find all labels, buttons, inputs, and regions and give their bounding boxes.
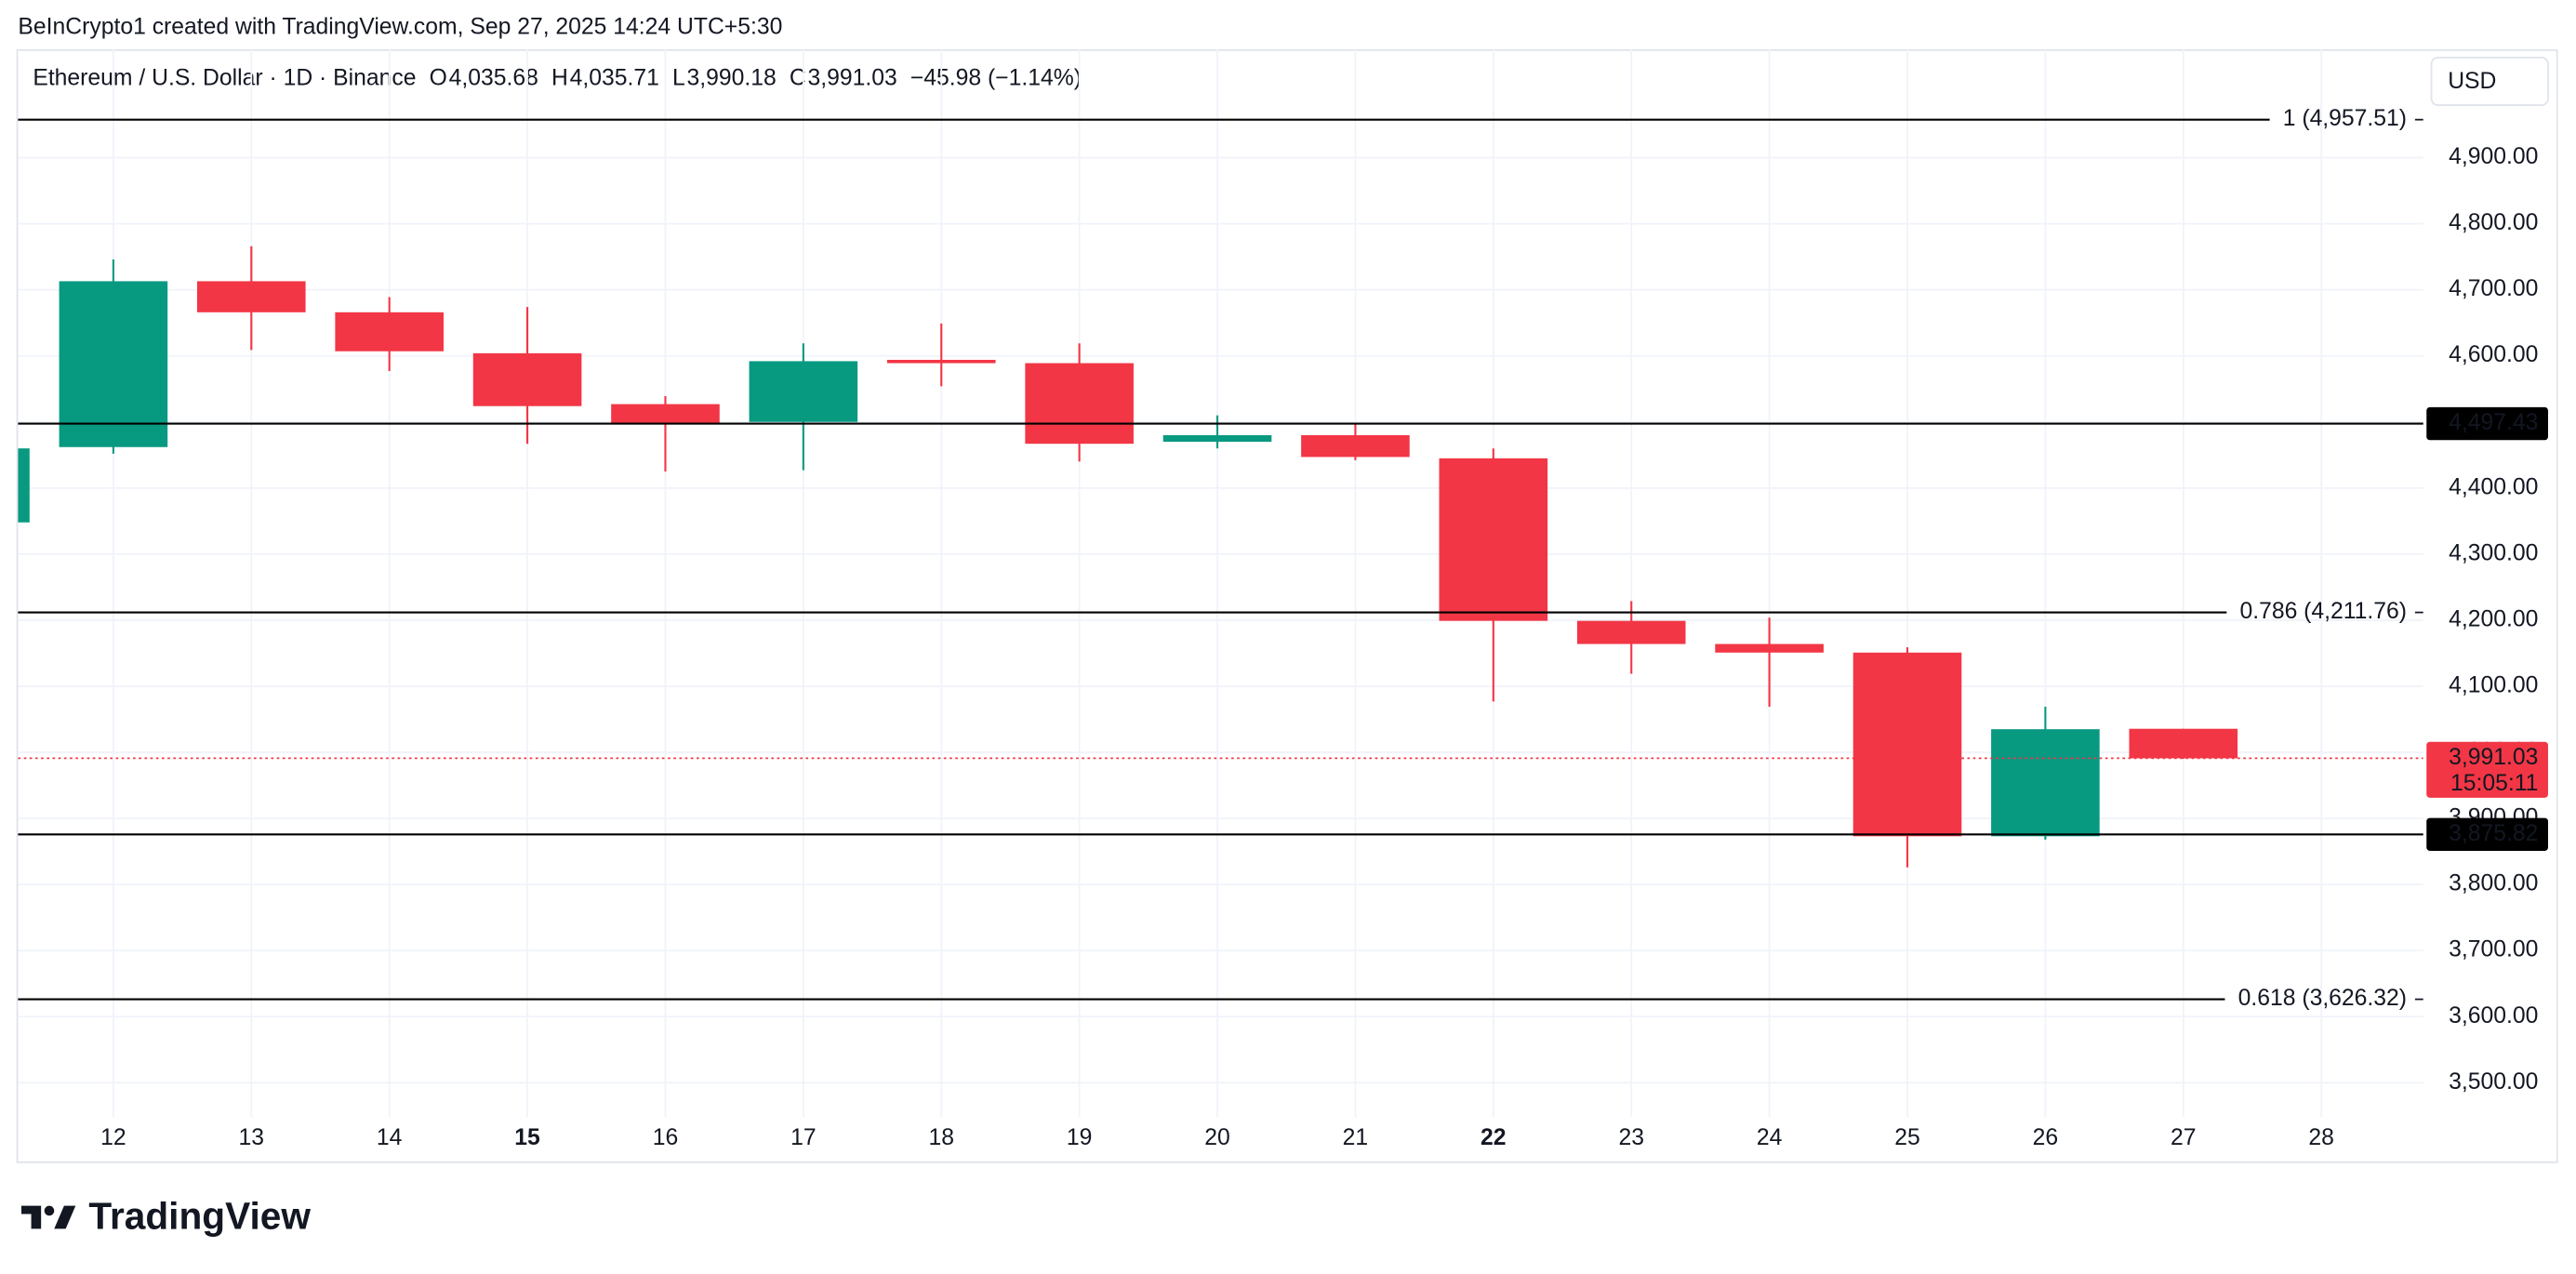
x-tick-label: 12 <box>100 1125 126 1150</box>
legend: Ethereum / U.S. Dollar · 1D · Binance O 4,… <box>33 65 1082 90</box>
x-tick-label: 14 <box>377 1125 403 1150</box>
y-tick-label: 4,600.00 <box>2449 342 2538 367</box>
ohlc-key: O <box>430 65 447 90</box>
candle-body <box>611 404 720 424</box>
level-label: 1 (4,957.51) <box>2283 106 2407 131</box>
level-label: 0.618 (3,626.32) <box>2238 986 2407 1011</box>
candle-body <box>1852 652 1962 837</box>
candle-body <box>196 281 306 312</box>
countdown: 15:05:11 <box>2450 771 2538 796</box>
candle-body <box>1162 434 1272 443</box>
currency[interactable]: USD <box>2448 69 2496 94</box>
y-tick-label: 4,100.00 <box>2449 673 2538 698</box>
level-box-label: 3,875.82 <box>2449 821 2538 846</box>
ohlc-key: C <box>790 65 806 90</box>
candle-body <box>335 312 444 352</box>
level-box-label: 4,497.43 <box>2449 410 2538 435</box>
x-tick-label: 15 <box>514 1125 540 1150</box>
brand: TradingView <box>88 1195 311 1238</box>
current-price-label: 3,991.03 <box>2449 745 2538 770</box>
x-tick-label: 19 <box>1067 1125 1093 1150</box>
candle-body <box>1715 644 1824 653</box>
candle-body <box>1576 620 1686 644</box>
x-tick-label: 21 <box>1343 1125 1368 1150</box>
x-tick-label: 16 <box>653 1125 679 1150</box>
candle-body <box>749 361 858 422</box>
symbol: Ethereum / U.S. Dollar · 1D · Binance <box>33 65 416 90</box>
x-tick-label: 28 <box>2308 1125 2334 1150</box>
ohlc-key: L <box>672 65 685 90</box>
y-tick-label: 4,400.00 <box>2449 474 2538 499</box>
x-tick-label: 20 <box>1204 1125 1230 1150</box>
x-tick-label: 17 <box>790 1125 816 1150</box>
current-price-box <box>2426 741 2548 798</box>
ohlc-key: H <box>551 65 568 90</box>
attribution: BeInCrypto1 created with TradingView.com… <box>18 15 782 40</box>
level-box <box>2426 817 2548 851</box>
candle-body <box>1301 434 1410 458</box>
y-tick-label: 3,500.00 <box>2449 1069 2538 1095</box>
y-tick-label: 3,800.00 <box>2449 871 2538 896</box>
y-tick-label: 4,200.00 <box>2449 606 2538 631</box>
change: −45.98 (−1.14%) <box>910 65 1082 90</box>
candle-body <box>59 281 168 447</box>
ohlc-value: 3,991.03 <box>807 65 896 90</box>
chart-frame <box>16 49 2558 1163</box>
level-label: 0.786 (4,211.76) <box>2239 599 2407 624</box>
x-tick-label: 27 <box>2171 1125 2197 1150</box>
brand-logo <box>20 1205 76 1229</box>
ohlc-value: 4,035.71 <box>570 65 659 90</box>
candle-body <box>1439 458 1548 621</box>
y-tick-label: 4,900.00 <box>2449 144 2538 169</box>
y-tick-label: 3,700.00 <box>2449 937 2538 962</box>
x-tick-label: 13 <box>239 1125 265 1150</box>
candle-body <box>2129 728 2238 759</box>
candle-body <box>1991 729 2100 837</box>
candle-body <box>18 448 30 523</box>
x-tick-label: 25 <box>1894 1125 1920 1150</box>
ohlc-value: 4,035.68 <box>449 65 538 90</box>
y-tick-label: 4,700.00 <box>2449 276 2538 301</box>
candle-body <box>886 359 996 364</box>
candle-body <box>472 352 582 406</box>
y-tick-label: 3,600.00 <box>2449 1003 2538 1028</box>
x-tick-label: 24 <box>1757 1125 1783 1150</box>
ohlc-value: 3,990.18 <box>686 65 776 90</box>
x-tick-label: 26 <box>2033 1125 2059 1150</box>
y-tick-label: 4,800.00 <box>2449 210 2538 235</box>
currency-button[interactable] <box>2430 56 2549 106</box>
x-tick-label: 23 <box>1618 1125 1644 1150</box>
x-tick-label: 22 <box>1481 1125 1506 1150</box>
y-tick-label: 4,300.00 <box>2449 540 2538 565</box>
level-box <box>2426 406 2548 441</box>
x-tick-label: 18 <box>929 1125 954 1150</box>
candle-body <box>1025 363 1134 445</box>
